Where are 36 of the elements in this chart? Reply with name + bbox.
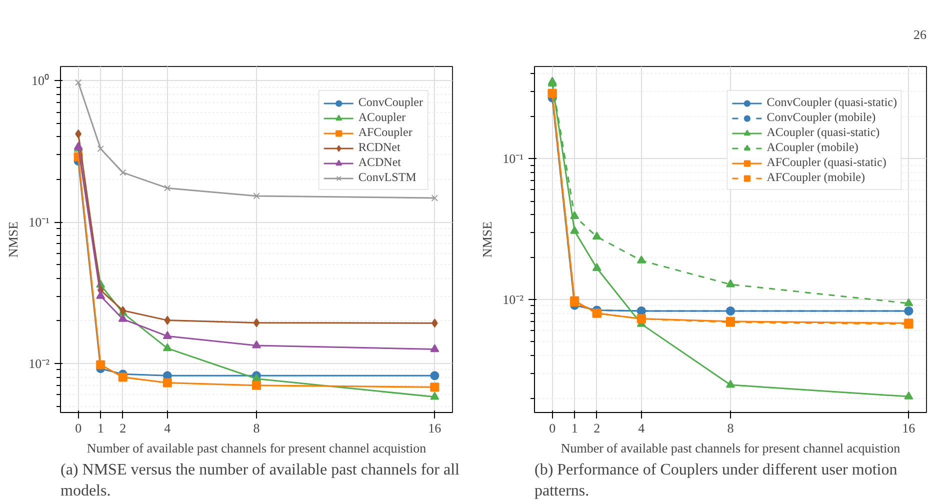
x-axis-title: Number of available past channels for present channel acquistion [86, 440, 427, 456]
y-axis-title: NMSE [480, 221, 495, 258]
legend-label: ACoupler [358, 110, 406, 125]
y-tick-label: 10⁰ [32, 73, 50, 88]
x-tick-label: 2 [120, 420, 126, 436]
y-axis-title: NMSE [6, 221, 21, 258]
legend-label: ConvCoupler [358, 95, 423, 110]
x-tick-label: 4 [164, 420, 172, 436]
y-tick-label: 10⁻² [502, 292, 524, 308]
legend-label: AFCoupler (mobile) [766, 170, 866, 185]
x-axis-title: Number of available past channels for present channel acquistion [560, 440, 901, 456]
x-tick-label: 16 [428, 420, 442, 436]
legend-label: AFCoupler [358, 125, 412, 140]
x-tick-label: 1 [571, 420, 578, 436]
x-tick-label: 2 [594, 420, 600, 436]
text: 26 [914, 27, 927, 42]
legend-label: RCDNet [358, 140, 400, 155]
x-tick-label: 4 [638, 420, 646, 436]
y-tick-label: 10⁻¹ [28, 214, 50, 230]
legend-label: ConvLSTM [358, 170, 416, 185]
y-tick-label: 10⁻¹ [502, 151, 524, 166]
x-tick-label: 16 [902, 420, 916, 436]
x-tick-label: 0 [549, 420, 556, 436]
legend-label: ConvCoupler (quasi-static) [766, 95, 897, 110]
x-tick-label: 8 [253, 420, 260, 436]
x-tick-label: 0 [75, 420, 82, 436]
legend-label: ConvCoupler (mobile) [766, 110, 876, 125]
x-tick-label: 8 [727, 420, 734, 436]
text: (a) NMSE versus the number of available past channels for all models. [60, 462, 460, 500]
x-tick-label: 1 [97, 420, 104, 436]
legend-label: ACoupler (mobile) [766, 140, 858, 155]
legend-label: ACDNet [358, 155, 401, 170]
legend-label: ACoupler (quasi-static) [766, 125, 880, 140]
legend-label: AFCoupler (quasi-static) [766, 155, 886, 170]
text: (b) Performance of Couplers under different user motion patterns. [534, 462, 898, 500]
y-tick-label: 10⁻² [28, 356, 50, 371]
